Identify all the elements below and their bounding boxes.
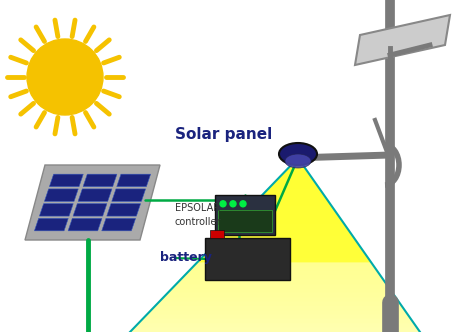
- Polygon shape: [189, 158, 377, 271]
- FancyBboxPatch shape: [215, 195, 275, 235]
- Polygon shape: [134, 158, 417, 328]
- Polygon shape: [68, 218, 102, 231]
- Polygon shape: [83, 174, 117, 187]
- Polygon shape: [294, 158, 301, 162]
- Polygon shape: [130, 158, 420, 332]
- Polygon shape: [184, 158, 380, 276]
- Polygon shape: [159, 158, 399, 301]
- Polygon shape: [102, 218, 136, 231]
- Polygon shape: [227, 158, 350, 232]
- Polygon shape: [252, 158, 331, 206]
- Polygon shape: [201, 158, 368, 258]
- Ellipse shape: [285, 154, 311, 168]
- Polygon shape: [143, 158, 411, 319]
- Polygon shape: [168, 158, 392, 293]
- Polygon shape: [231, 158, 347, 228]
- Polygon shape: [39, 204, 73, 216]
- Circle shape: [240, 201, 246, 207]
- Polygon shape: [235, 158, 344, 223]
- Ellipse shape: [279, 143, 317, 165]
- Circle shape: [220, 201, 226, 207]
- FancyBboxPatch shape: [210, 230, 224, 238]
- Polygon shape: [269, 158, 319, 189]
- Polygon shape: [214, 158, 359, 245]
- Polygon shape: [112, 189, 146, 201]
- Polygon shape: [35, 218, 68, 231]
- FancyBboxPatch shape: [205, 238, 290, 280]
- Text: EPSOLAR
controller: EPSOLAR controller: [175, 204, 221, 227]
- Polygon shape: [25, 165, 160, 240]
- Polygon shape: [155, 158, 401, 306]
- FancyBboxPatch shape: [218, 210, 272, 232]
- Polygon shape: [172, 158, 390, 289]
- Polygon shape: [285, 158, 307, 171]
- Polygon shape: [78, 189, 112, 201]
- Circle shape: [230, 201, 236, 207]
- Polygon shape: [117, 174, 151, 187]
- Polygon shape: [247, 158, 335, 210]
- Polygon shape: [260, 158, 326, 197]
- Polygon shape: [193, 158, 374, 267]
- Polygon shape: [239, 158, 341, 219]
- Polygon shape: [138, 158, 414, 323]
- Polygon shape: [264, 158, 322, 193]
- Polygon shape: [277, 158, 313, 180]
- Polygon shape: [45, 189, 78, 201]
- Polygon shape: [130, 158, 420, 332]
- Polygon shape: [197, 158, 371, 262]
- Polygon shape: [273, 158, 316, 184]
- Polygon shape: [355, 15, 450, 65]
- Polygon shape: [73, 204, 107, 216]
- Text: Solar panel: Solar panel: [175, 127, 272, 142]
- Polygon shape: [147, 158, 408, 315]
- Circle shape: [27, 39, 103, 115]
- Polygon shape: [176, 158, 386, 284]
- Polygon shape: [290, 158, 304, 167]
- Text: battery: battery: [160, 252, 212, 265]
- Polygon shape: [164, 158, 396, 297]
- Polygon shape: [256, 158, 328, 202]
- Polygon shape: [244, 158, 337, 214]
- Polygon shape: [281, 158, 310, 175]
- Polygon shape: [181, 158, 383, 280]
- Polygon shape: [218, 158, 356, 241]
- Polygon shape: [49, 174, 83, 187]
- Polygon shape: [107, 204, 141, 216]
- Polygon shape: [206, 158, 365, 254]
- Polygon shape: [222, 158, 353, 236]
- Polygon shape: [151, 158, 405, 310]
- Polygon shape: [210, 158, 362, 249]
- Polygon shape: [197, 158, 371, 262]
